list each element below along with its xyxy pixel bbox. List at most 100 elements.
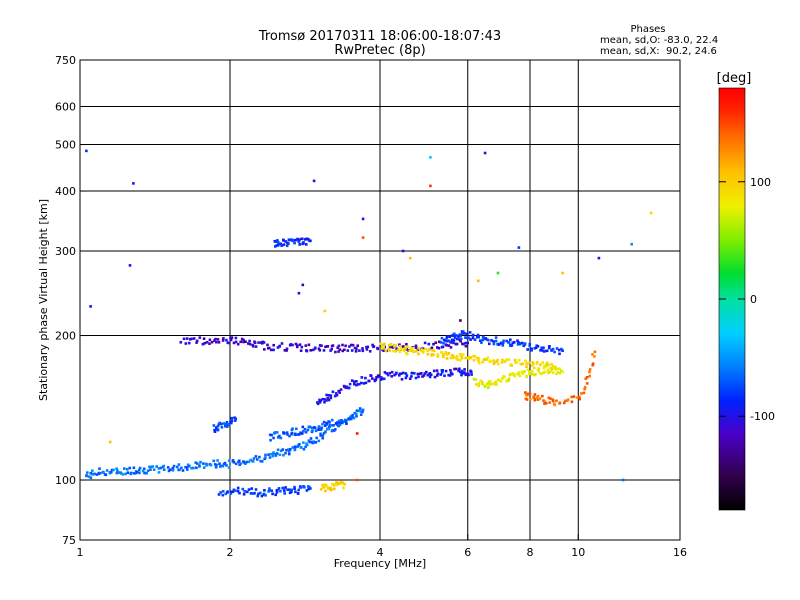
trace-point: [311, 426, 314, 430]
trace-point: [214, 466, 218, 469]
trace-point: [112, 468, 115, 472]
trace-point: [416, 348, 420, 351]
trace-point: [115, 467, 118, 470]
trace-point: [507, 377, 511, 381]
trace-point: [551, 366, 555, 369]
trace-point: [475, 356, 479, 360]
trace-point: [89, 471, 93, 475]
trace-point: [415, 346, 418, 349]
trace-point: [381, 377, 384, 381]
trace-point: [307, 487, 311, 491]
trace-point: [304, 430, 308, 434]
trace-point: [278, 453, 282, 457]
trace-point: [481, 360, 484, 364]
trace-point: [99, 471, 102, 475]
trace-point: [477, 384, 481, 388]
trace-point: [400, 378, 404, 381]
trace-point: [276, 488, 279, 492]
trace-point: [494, 380, 497, 384]
trace-point: [399, 348, 403, 352]
trace-point: [398, 372, 402, 376]
trace-point: [371, 377, 374, 380]
trace-point: [448, 374, 452, 377]
trace-point: [116, 469, 119, 473]
trace-point: [134, 471, 137, 475]
trace-point: [278, 434, 281, 438]
trace-point: [452, 341, 455, 345]
trace-point: [283, 489, 286, 492]
scatter-point: [312, 179, 316, 183]
trace-point: [276, 239, 279, 242]
trace-point: [223, 461, 227, 465]
trace-point: [289, 448, 292, 451]
trace-point: [541, 361, 544, 364]
trace-point: [489, 360, 493, 363]
trace-point: [285, 244, 289, 248]
trace-point: [275, 491, 279, 494]
trace-point: [445, 335, 449, 338]
trace-point: [591, 363, 594, 367]
trace-point: [387, 347, 391, 351]
trace-point: [236, 342, 240, 346]
trace-point: [331, 483, 334, 486]
trace-point: [217, 341, 221, 344]
trace-point: [242, 461, 245, 464]
trace-point: [262, 492, 266, 496]
trace-point: [328, 421, 331, 424]
trace-point: [234, 340, 238, 344]
trace-point: [389, 345, 393, 349]
trace-point: [299, 446, 303, 449]
trace-point: [359, 413, 363, 416]
trace-point: [262, 341, 266, 344]
trace-point: [461, 353, 465, 356]
trace-point: [388, 349, 391, 352]
trace-point: [321, 434, 325, 437]
trace-point: [538, 397, 542, 400]
trace-point: [411, 371, 414, 375]
trace-point: [355, 412, 358, 416]
trace-point: [556, 370, 559, 374]
trace-point: [276, 241, 280, 244]
trace-point: [355, 347, 358, 350]
trace-point: [168, 468, 172, 471]
trace-point: [273, 431, 277, 434]
trace-point: [305, 442, 308, 445]
trace-point: [534, 373, 537, 376]
trace-point: [256, 458, 259, 461]
trace-point: [196, 462, 199, 465]
phases-box-title: Phases: [630, 24, 665, 35]
trace-point: [304, 344, 308, 347]
trace-point: [123, 467, 126, 470]
trace-point: [208, 342, 211, 345]
trace-point: [181, 469, 185, 472]
trace-point: [545, 349, 549, 353]
trace-point: [415, 350, 418, 353]
trace-point: [453, 367, 456, 371]
trace-point: [411, 346, 415, 350]
trace-point: [146, 469, 150, 473]
trace-point: [451, 372, 454, 376]
trace-point: [513, 374, 517, 378]
trace-point: [302, 430, 305, 433]
trace-point: [286, 433, 289, 436]
trace-point: [382, 349, 385, 352]
trace-point: [383, 371, 387, 374]
trace-point: [517, 371, 521, 374]
trace-point: [315, 436, 318, 440]
trace-point: [177, 463, 181, 466]
trace-point: [379, 342, 383, 345]
trace-point: [268, 487, 271, 490]
trace-point: [205, 464, 209, 467]
trace-point: [457, 369, 460, 373]
trace-point: [307, 343, 311, 347]
trace-point: [305, 243, 308, 246]
trace-point: [572, 395, 576, 398]
trace-point: [296, 433, 299, 436]
trace-point: [300, 432, 304, 435]
trace-point: [477, 335, 480, 339]
trace-point: [451, 356, 454, 360]
trace-point: [274, 493, 277, 497]
trace-point: [308, 425, 312, 429]
trace-point: [584, 377, 587, 380]
